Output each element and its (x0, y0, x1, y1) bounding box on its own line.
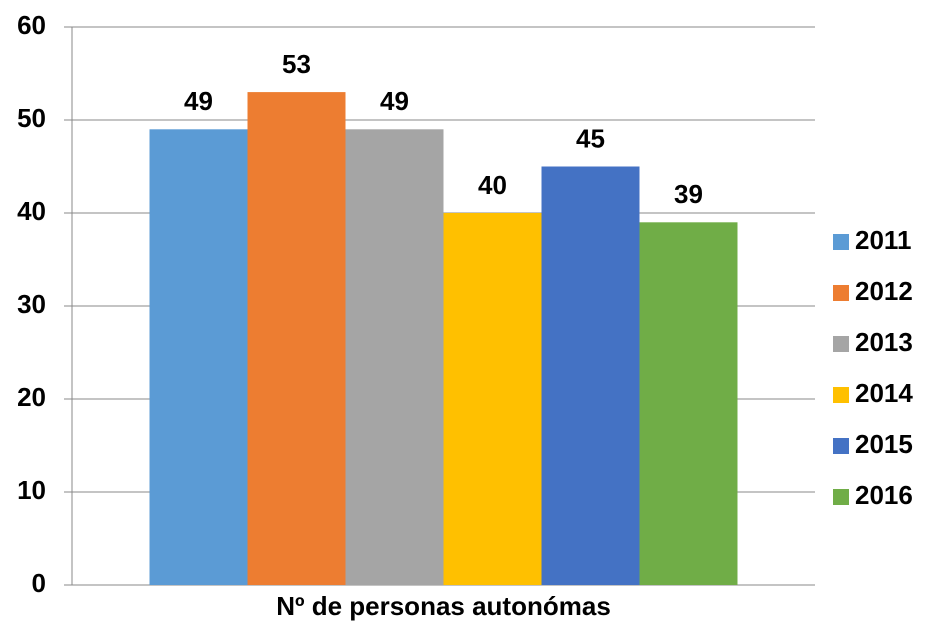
legend-label: 2014 (855, 378, 913, 408)
legend-swatch (833, 438, 849, 454)
y-tick-label: 40 (17, 196, 46, 226)
legend-label: 2016 (855, 480, 913, 510)
legend-swatch (833, 234, 849, 250)
bar (639, 222, 738, 586)
bar (149, 129, 248, 586)
legend-swatch (833, 336, 849, 352)
y-tick-label: 60 (17, 10, 46, 40)
y-tick-label: 0 (32, 568, 46, 598)
legend-label: 2015 (855, 429, 913, 459)
data-label: 45 (576, 123, 605, 153)
bar (345, 129, 444, 586)
y-tick-label: 20 (17, 382, 46, 412)
y-tick-label: 50 (17, 103, 46, 133)
legend-swatch (833, 285, 849, 301)
bar (247, 92, 346, 585)
y-tick-label: 30 (17, 289, 46, 319)
bar (541, 166, 640, 585)
data-label: 53 (282, 49, 311, 79)
legend-label: 2013 (855, 327, 913, 357)
legend-label: 2011 (855, 225, 911, 255)
legend-swatch (833, 387, 849, 403)
legend-swatch (833, 489, 849, 505)
data-label: 39 (674, 179, 703, 209)
data-label: 49 (380, 86, 409, 116)
legend-label: 2012 (855, 276, 913, 306)
x-tick-label: Nº de personas autonómas (276, 591, 611, 621)
data-label: 40 (478, 170, 507, 200)
bar (443, 213, 542, 585)
data-label: 49 (184, 86, 213, 116)
y-tick-label: 10 (17, 475, 46, 505)
